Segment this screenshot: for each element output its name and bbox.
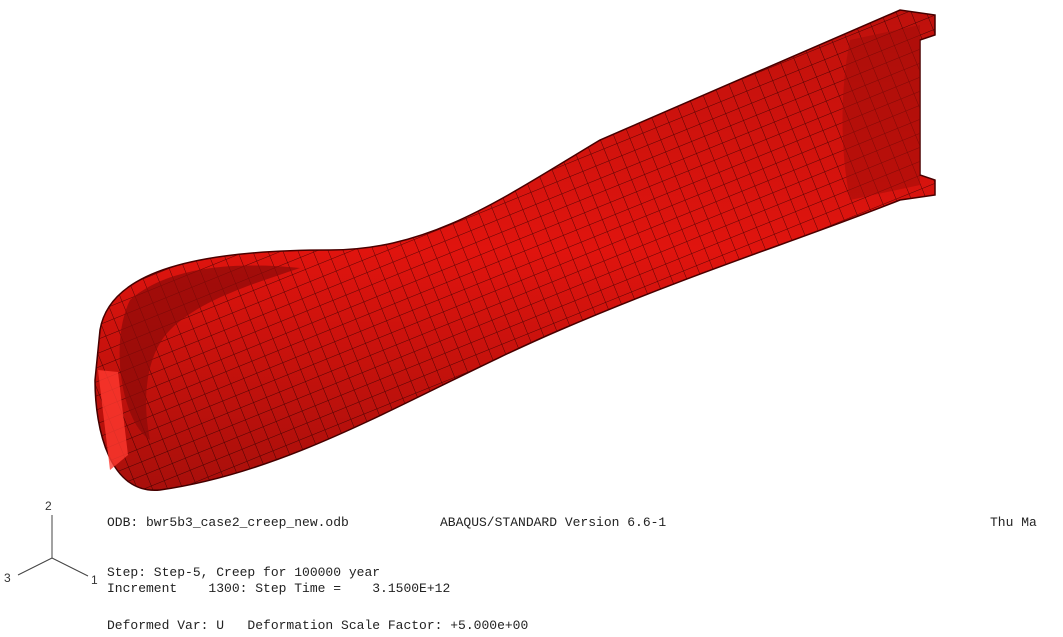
triad-label: 3 [4, 571, 11, 585]
triad: 2 3 1 [4, 499, 98, 587]
tube-model [95, 10, 935, 490]
odb-name: ODB: bwr5b3_case2_creep_new.odb [107, 515, 349, 530]
triad-label: 1 [91, 573, 98, 587]
triad-label: 2 [45, 499, 52, 513]
increment: Increment 1300: Step Time = 3.1500E+12 [107, 581, 450, 596]
step: Step: Step-5, Creep for 100000 year [107, 565, 380, 580]
version: ABAQUS/STANDARD Version 6.6-1 [440, 515, 666, 530]
date: Thu Ma [990, 515, 1037, 530]
page: {"viewport": {"triad": {"axis_y": "2", "… [0, 0, 1063, 637]
deformed-var: Deformed Var: U Deformation Scale Factor… [107, 618, 528, 633]
viewport: 2 3 1 ODB: bwr5b3_case2_creep_new.odb AB… [0, 0, 1063, 637]
info-block: ODB: bwr5b3_case2_creep_new.odb ABAQUS/S… [107, 515, 1037, 633]
triad-axis [52, 558, 88, 576]
triad-axis [18, 558, 52, 575]
